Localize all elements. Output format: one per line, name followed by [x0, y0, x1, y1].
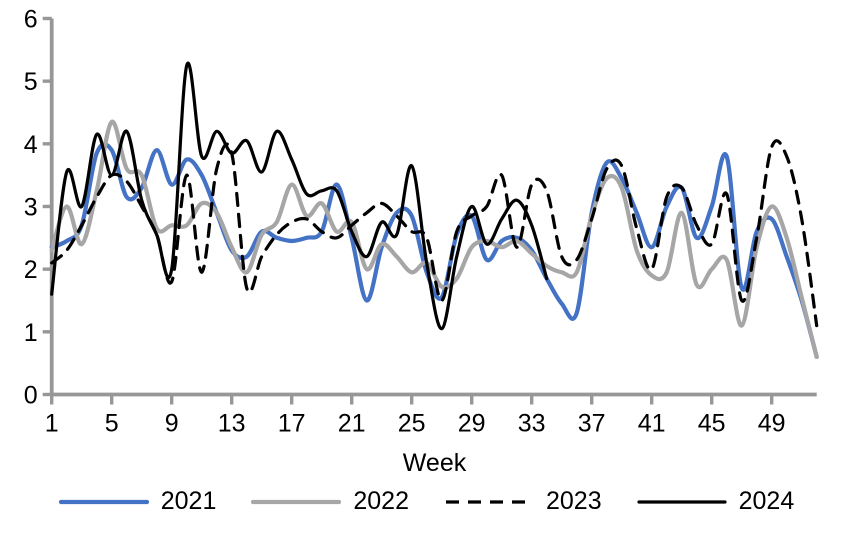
- x-axis-title: Week: [402, 449, 467, 477]
- x-tick-label: 33: [518, 410, 546, 438]
- legend-line-sample-2021: [58, 499, 149, 504]
- legend-item-label: 2023: [546, 487, 602, 515]
- legend-item-2021: 2021: [58, 487, 217, 516]
- series-line-2024: [50, 61, 549, 331]
- legend-line-sample-2024: [637, 499, 727, 504]
- x-tick-label: 37: [578, 410, 606, 438]
- y-tick-label: 2: [24, 256, 38, 284]
- x-tick-label: 1: [45, 410, 59, 438]
- x-tick-label: 9: [165, 410, 179, 438]
- y-tick-label: 3: [24, 193, 38, 221]
- series-line-2021: [49, 142, 819, 359]
- legend-line-sample-2022: [251, 499, 342, 504]
- x-tick-label: 17: [278, 410, 306, 438]
- y-tick-label: 0: [24, 382, 38, 410]
- legend-item-label: 2022: [353, 487, 409, 515]
- x-tick-label: 45: [698, 410, 726, 438]
- y-tick-label: 1: [24, 319, 38, 347]
- y-tick-label: 4: [24, 131, 38, 159]
- chart-legend: 2021 2022 2023 2024: [0, 487, 852, 516]
- legend-item-2023: 2023: [443, 487, 602, 516]
- x-tick-label: 13: [218, 410, 246, 438]
- y-tick-label: 6: [24, 5, 38, 33]
- x-tick-label: 25: [398, 410, 426, 438]
- legend-item-2022: 2022: [250, 487, 409, 516]
- x-tick-label: 5: [105, 410, 119, 438]
- x-tick-label: 29: [458, 410, 486, 438]
- x-tick-label: 21: [338, 410, 366, 438]
- y-tick-label: 5: [24, 68, 38, 96]
- x-tick-label: 41: [638, 410, 666, 438]
- x-tick-label: 49: [758, 410, 786, 438]
- legend-line-sample-2023: [446, 499, 532, 504]
- legend-item-label: 2021: [160, 487, 217, 515]
- series-line-2023: [50, 139, 819, 328]
- legend-item-label: 2024: [738, 487, 795, 515]
- legend-item-2024: 2024: [636, 487, 795, 516]
